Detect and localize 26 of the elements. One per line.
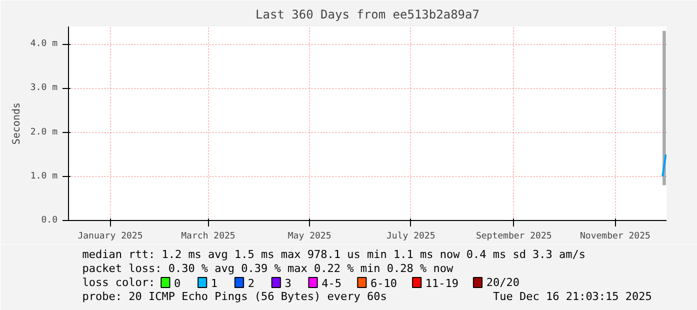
- text: packet loss: 0.30 % avg 0.39 % max 0.22 % min 0.28 % now: [82, 262, 454, 275]
- x-tick-label: September 2025: [476, 232, 552, 242]
- x-tick-label: March 2025: [181, 232, 236, 242]
- y-tick-label: 1.0 m: [30, 171, 58, 182]
- legend-label: 4-5: [322, 277, 342, 290]
- legend-label: 1: [210, 277, 218, 290]
- legend-title: loss color:: [82, 276, 156, 289]
- y-tick-label: 3.0 m: [30, 83, 58, 94]
- x-tick-label: May 2025: [288, 232, 332, 242]
- legend-label: 2: [248, 277, 254, 290]
- text: median rtt: 1.2 ms avg 1.5 ms max 978.1 us min 1.1 ms now 0.4 ms sd 3.3 am/s: [82, 248, 586, 261]
- legend-label: 20/20: [486, 276, 520, 289]
- y-tick-label: 4.0 m: [30, 39, 58, 50]
- x-tick-label: January 2025: [78, 232, 143, 242]
- text: probe: 20 ICMP Echo Pings (56 Bytes) every 60s: [82, 290, 387, 303]
- chart-title: Last 360 Days from ee513b2a89a7: [256, 8, 480, 22]
- x-tick-label: November 2025: [580, 232, 650, 242]
- y-axis-title: Seconds: [11, 102, 22, 145]
- legend-label: 6-10: [370, 277, 398, 290]
- y-tick-label: 0.0: [41, 216, 58, 226]
- legend-label: 0: [174, 277, 181, 290]
- text: Tue Dec 16 21:03:15 2025: [492, 290, 652, 303]
- y-tick-label: 2.0 m: [30, 127, 58, 138]
- x-tick-label: July 2025: [386, 232, 436, 242]
- legend-label: 11-19: [425, 277, 459, 290]
- legend-label: 3: [284, 277, 292, 290]
